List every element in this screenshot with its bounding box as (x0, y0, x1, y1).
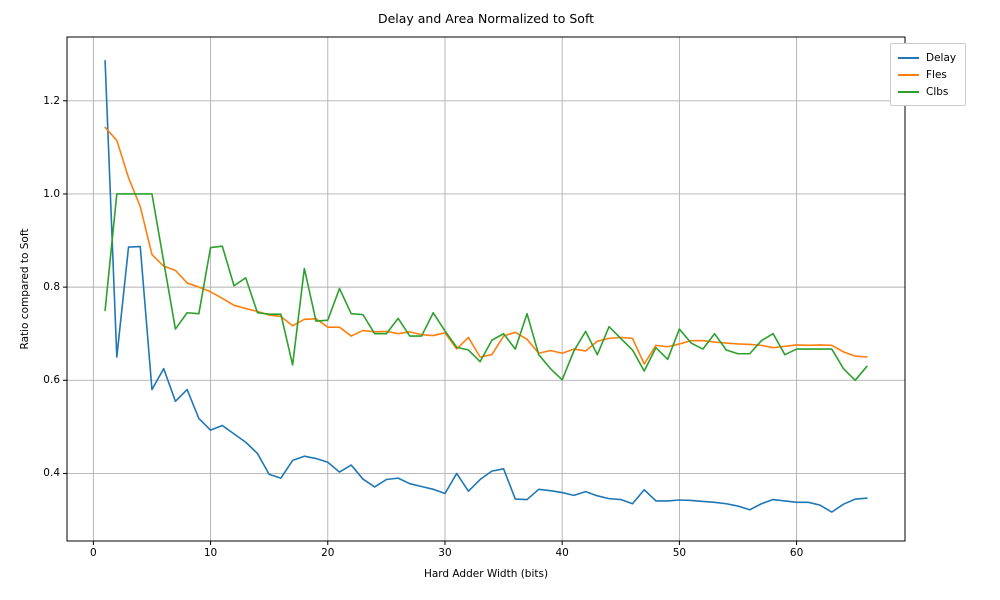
legend: Delay Fles Clbs (890, 43, 967, 106)
series-line-fles (104, 126, 868, 365)
legend-item-fles: Fles (898, 66, 956, 83)
x-tick-label: 10 (203, 547, 218, 559)
y-tick-label: 0.8 (43, 281, 60, 294)
x-tick-label: 50 (672, 547, 687, 559)
x-tick-label: 60 (789, 547, 804, 559)
y-tick-label: 0.6 (43, 374, 60, 387)
legend-swatch-fles (898, 73, 919, 76)
legend-label: Clbs (926, 85, 949, 98)
series-line-delay (104, 59, 868, 513)
legend-item-delay: Delay (898, 49, 956, 66)
x-tick-label: 20 (321, 547, 335, 559)
legend-label: Fles (926, 68, 947, 81)
legend-swatch-delay (898, 56, 919, 59)
y-tick-label: 1.2 (43, 94, 60, 107)
x-tick-label: 0 (90, 547, 97, 559)
series-line-clbs (104, 193, 868, 382)
x-tick-label: 30 (438, 547, 452, 559)
y-tick-label: 0.4 (43, 467, 60, 480)
x-tick-label: 40 (555, 547, 569, 559)
chart-title: Delay and Area Normalized to Soft (377, 11, 595, 26)
legend-item-clbs: Clbs (898, 83, 956, 100)
axes-border (66, 36, 906, 542)
x-axis-label: Hard Adder Width (bits) (423, 568, 549, 580)
legend-swatch-clbs (898, 90, 919, 93)
y-tick-label: 1.0 (43, 187, 60, 200)
legend-label: Delay (926, 51, 957, 64)
